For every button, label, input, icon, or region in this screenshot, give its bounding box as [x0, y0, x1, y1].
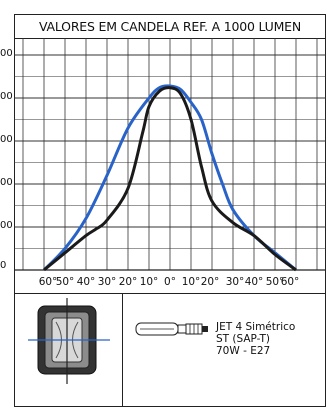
lamp-type: ST (SAP-T)	[216, 333, 270, 345]
x-tick-label: 60°	[38, 276, 58, 288]
lamp-name: JET 4 Simétrico	[216, 321, 296, 333]
series-line-2	[43, 86, 297, 272]
series-line-1	[42, 84, 297, 272]
x-tick-label: 30°	[97, 276, 117, 288]
x-tick-label: 20°	[200, 276, 220, 288]
lamp-icon	[135, 322, 208, 336]
lamp-power-socket: 70W - E27	[216, 345, 271, 357]
y-tick-label: 00	[0, 91, 13, 102]
chart-title: VALORES EM CANDELA REF. A 1000 LUMEN	[38, 18, 302, 34]
chart-grid	[14, 38, 326, 271]
x-tick-label: 60°	[280, 276, 300, 288]
x-tick-label: 10°	[181, 276, 201, 288]
x-tick-label: 30°	[225, 276, 245, 288]
x-tick-label: 40°	[244, 276, 264, 288]
x-tick-label: 40°	[76, 276, 96, 288]
x-tick-label: 50°	[265, 276, 285, 288]
x-tick-label: 10°	[139, 276, 159, 288]
series-layer	[42, 84, 297, 272]
x-tick-label: 50°	[55, 276, 75, 288]
x-tick-label: 20°	[118, 276, 138, 288]
x-tick-label: 0°	[164, 276, 176, 288]
y-tick-label: 00	[0, 48, 13, 59]
y-tick-label: 00	[0, 177, 13, 188]
y-tick-label: 0	[0, 260, 7, 271]
y-tick-label: 00	[0, 134, 13, 145]
y-tick-label: 00	[0, 220, 13, 231]
luminaire-icon	[28, 298, 110, 384]
